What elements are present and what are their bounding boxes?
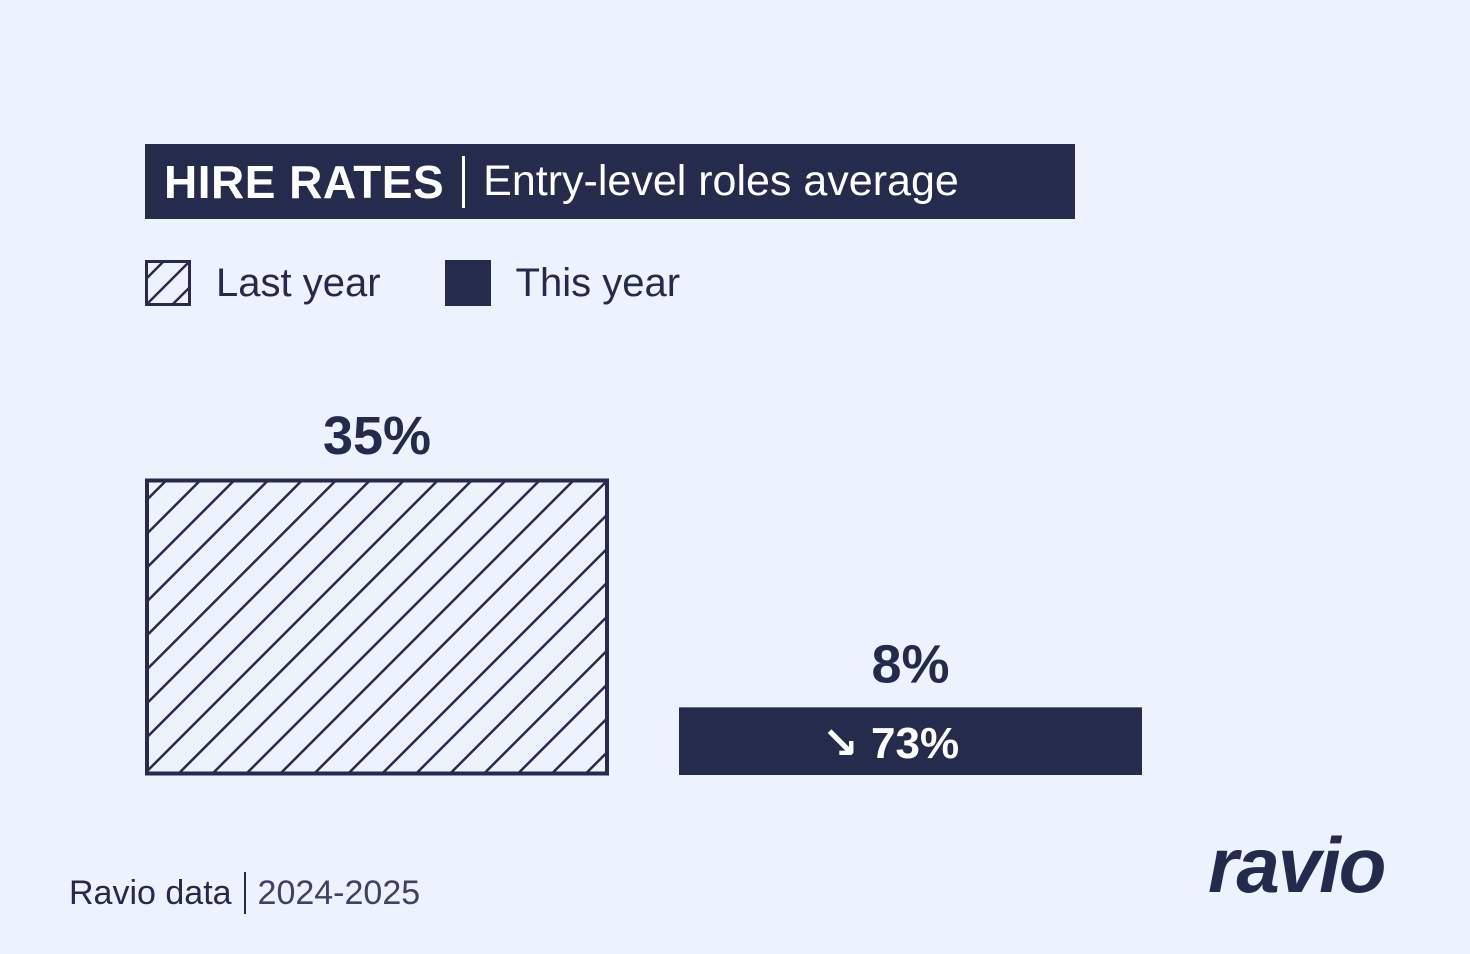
ravio-logo: ravio <box>1208 821 1386 909</box>
chart-legend: Last year This year <box>145 258 744 308</box>
title-divider <box>462 155 466 208</box>
change-label-this-year: ↘ 73% <box>822 719 959 768</box>
legend-label-this-year: This year <box>515 260 681 305</box>
bar-this-year <box>679 707 1142 775</box>
legend-swatch-solid <box>444 260 491 306</box>
source-period: 2024-2025 <box>257 873 421 912</box>
legend-swatch-hatched <box>145 260 191 306</box>
legend-label-last-year: Last year <box>216 260 381 305</box>
legend-item-last-year: Last year <box>145 260 381 306</box>
chart-title-banner: HIRE RATES Entry-level roles average <box>145 144 1075 219</box>
legend-item-this-year: This year <box>444 260 681 306</box>
footer-source: Ravio data 2024-2025 <box>69 870 420 916</box>
source-label: Ravio data <box>69 873 232 912</box>
value-label-this-year: 8% <box>871 634 949 694</box>
footer-divider <box>243 872 246 914</box>
bars-layer: 35% 8% ↘ 73% <box>145 406 1142 776</box>
bar-last-year <box>145 478 609 776</box>
chart-title: HIRE RATES <box>164 155 445 208</box>
chart-subtitle: Entry-level roles average <box>483 157 959 205</box>
value-label-last-year: 35% <box>323 406 431 466</box>
